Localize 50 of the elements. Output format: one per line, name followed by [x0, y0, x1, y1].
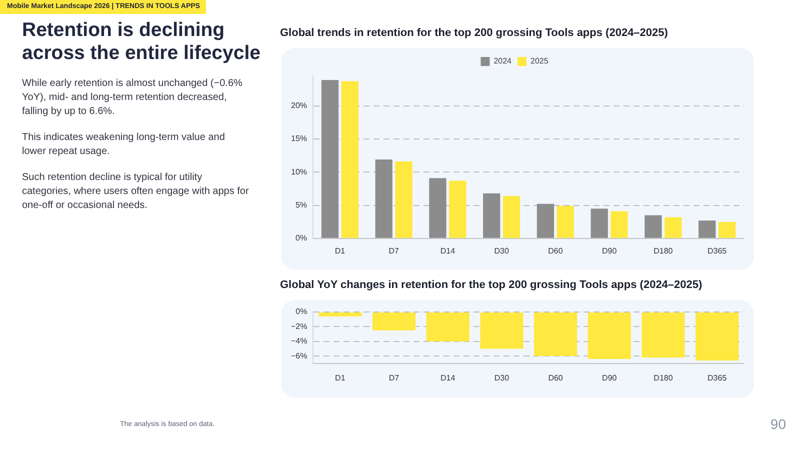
bar: [483, 193, 500, 238]
bar: [429, 178, 446, 238]
y-tick-label: −4%: [291, 336, 308, 346]
x-tick-label: D7: [388, 373, 400, 382]
bar: [664, 217, 682, 238]
x-tick-label: D30: [494, 246, 510, 256]
y-tick-label: 10%: [290, 167, 308, 176]
bar: [610, 211, 628, 238]
y-tick-label: −2%: [291, 322, 308, 331]
x-tick-label: D7: [388, 246, 400, 256]
bar: [395, 162, 412, 238]
bar: [375, 160, 392, 238]
legend-label: 2025: [530, 56, 549, 66]
y-tick-label: 0%: [296, 307, 308, 316]
bar: [590, 208, 608, 238]
bar: [536, 204, 554, 238]
x-tick-label: D14: [440, 373, 456, 382]
bar: [449, 180, 466, 238]
x-tick-label: D365: [708, 373, 728, 382]
x-tick-label: D30: [494, 373, 510, 382]
text: 90: [770, 416, 786, 432]
x-tick-label: D1: [334, 246, 346, 256]
y-tick-label: −6%: [291, 351, 308, 360]
bar: [502, 196, 520, 238]
bar: [644, 215, 662, 238]
chart-title: Global trends in retention for the top 200 grossing Tools apps (2024–2025): [280, 27, 668, 40]
text: Such retention decline is typical for utility categories, where users often engage with apps for one-off or occasional needs.: [22, 171, 250, 213]
x-tick-label: D365: [708, 246, 728, 256]
bar: [321, 80, 339, 238]
y-tick-label: 20%: [290, 101, 308, 110]
bar: [718, 222, 736, 238]
text: This indicates weakening long-term value and lower repeat usage.: [22, 131, 226, 159]
x-tick-label: D60: [548, 246, 564, 256]
bar: [556, 206, 574, 238]
x-tick-label: D60: [548, 373, 564, 382]
text: Retention is declining across the entire lifecycle: [22, 19, 262, 65]
x-tick-label: D1: [335, 373, 346, 382]
text: While early retention is almost unchanged (−0.6% YoY), mid- and long-term retention decreased, falling by up to 6.6%.: [22, 77, 244, 119]
y-tick-label: 0%: [295, 234, 308, 243]
x-tick-label: D14: [440, 246, 456, 256]
y-tick-label: 5%: [295, 200, 308, 210]
y-tick-label: 15%: [290, 134, 308, 144]
bar: [341, 81, 358, 238]
x-tick-label: D180: [654, 373, 674, 382]
chart-title: Global YoY changes in retention for the top 200 grossing Tools apps (2024–2025): [280, 279, 702, 292]
legend-label: 2024: [494, 56, 512, 66]
x-tick-label: D180: [654, 246, 674, 256]
x-tick-label: D90: [602, 373, 618, 382]
x-tick-label: D90: [602, 246, 618, 256]
bar: [698, 220, 716, 238]
